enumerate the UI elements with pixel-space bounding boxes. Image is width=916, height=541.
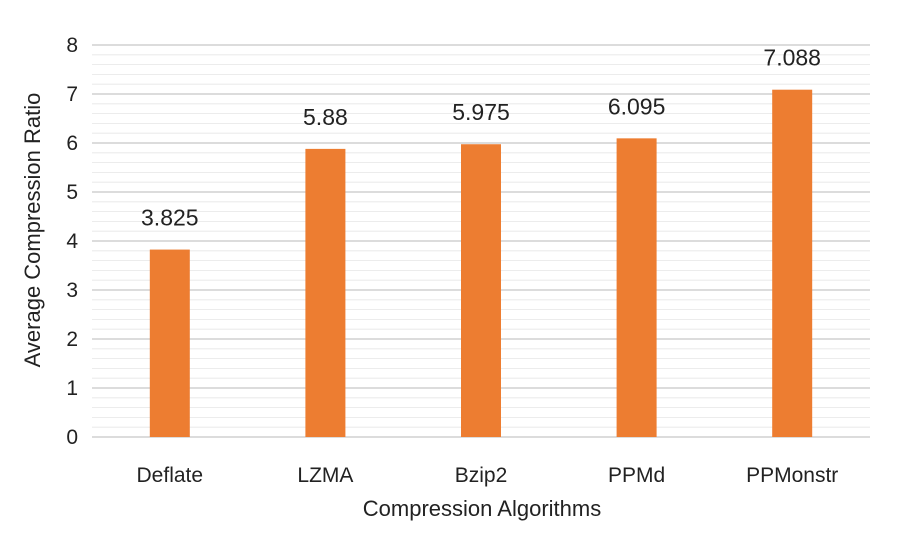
bar-lzma [305,148,346,437]
x-tick-label-ppmd: PPMd [608,464,665,487]
data-labels: 3.825 5.88 5.975 6.095 7.088 [141,45,821,231]
data-label-lzma: 5.88 [303,104,348,130]
y-tick-label: 2 [66,328,78,351]
bar-ppmd [616,138,657,437]
data-label-bzip2: 5.975 [452,99,510,125]
y-tick-label: 7 [66,83,78,106]
y-tick-label: 4 [66,230,78,253]
y-tick-label: 6 [66,132,78,155]
y-tick-label: 5 [66,181,78,204]
bars [149,89,813,438]
y-axis-title: Average Compression Ratio [20,93,45,368]
x-tick-label-lzma: LZMA [297,464,353,487]
bar-bzip2 [461,144,501,437]
x-axis-title: Compression Algorithms [363,496,601,521]
x-tick-label-ppmonstr: PPMonstr [746,464,838,487]
data-label-deflate: 3.825 [141,205,199,231]
data-label-ppmd: 6.095 [608,93,666,119]
y-tick-label: 1 [66,377,78,400]
bar-ppmonstr [772,89,813,438]
bar-deflate [149,249,190,437]
y-tick-label: 0 [66,426,78,449]
x-tick-label-deflate: Deflate [137,464,204,487]
x-tick-label-bzip2: Bzip2 [455,464,508,487]
y-tick-label: 8 [66,34,78,57]
x-axis-ticks: Deflate LZMA Bzip2 PPMd PPMonstr [137,464,839,487]
y-axis-ticks: 0 1 2 3 4 5 6 7 8 [66,34,78,449]
data-label-ppmonstr: 7.088 [763,45,821,71]
y-tick-label: 3 [66,279,78,302]
